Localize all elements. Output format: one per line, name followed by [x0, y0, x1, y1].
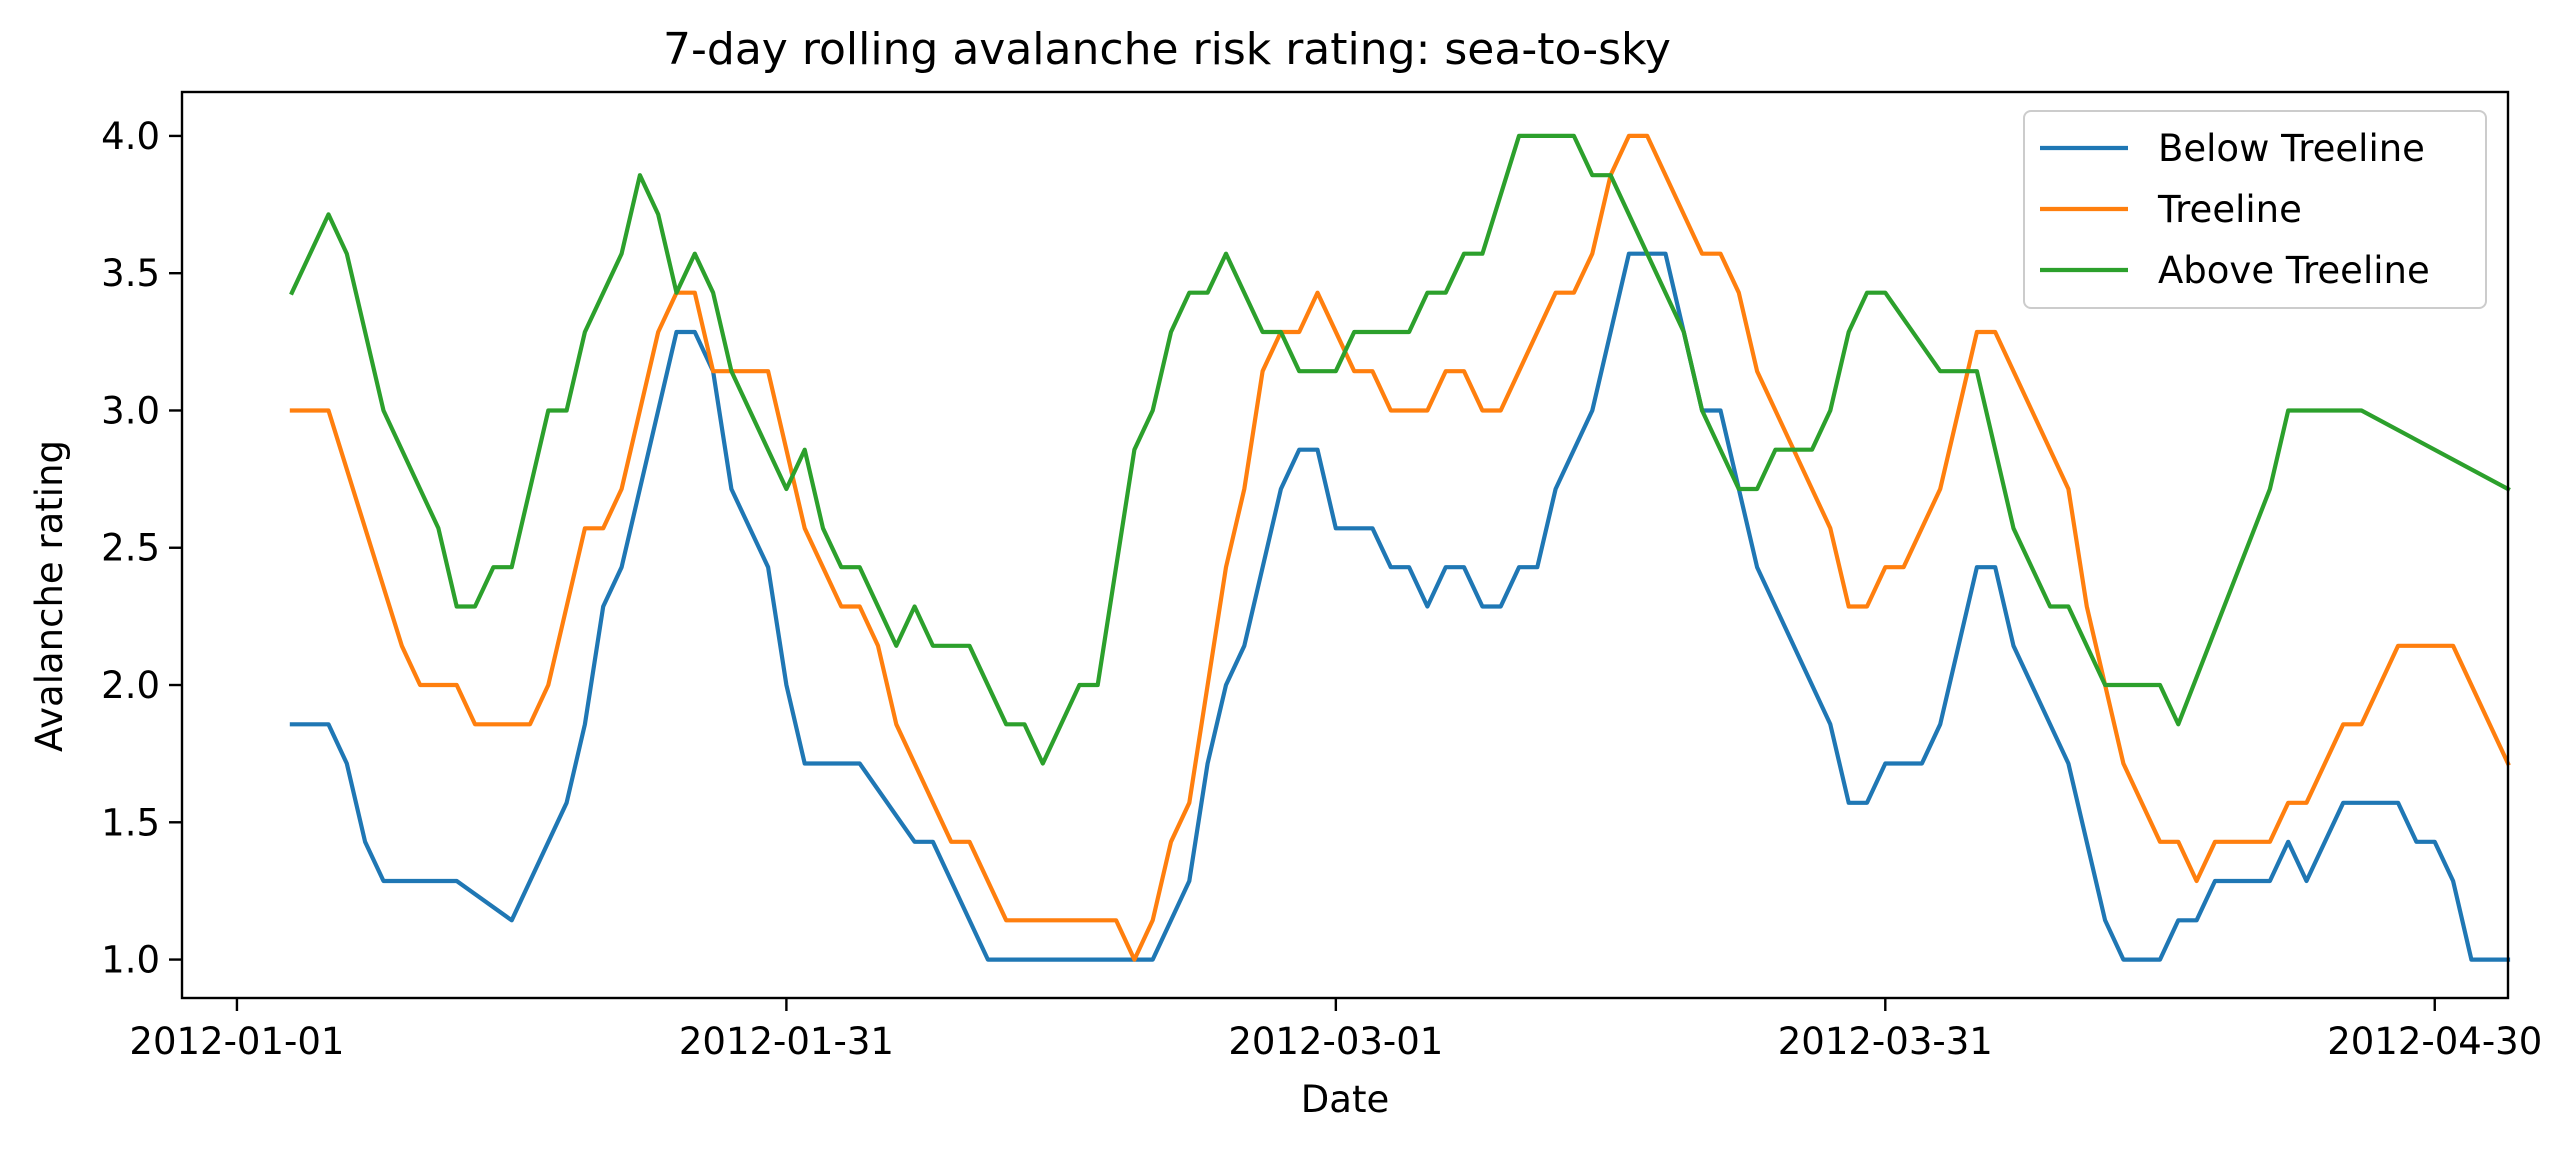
- y-tick-label: 1.5: [101, 801, 160, 844]
- x-tick-label: 2012-01-31: [679, 1020, 894, 1063]
- y-tick-label: 2.0: [101, 664, 160, 707]
- x-tick-label: 2012-03-01: [1228, 1020, 1443, 1063]
- legend-label-treeline: Treeline: [2157, 188, 2302, 231]
- x-tick-label: 2012-03-31: [1778, 1020, 1993, 1063]
- y-tick-label: 1.0: [101, 939, 160, 982]
- x-tick-label: 2012-04-30: [2327, 1020, 2542, 1063]
- legend-label-above-treeline: Above Treeline: [2158, 249, 2430, 292]
- legend-label-below-treeline: Below Treeline: [2158, 127, 2425, 170]
- y-tick-label: 2.5: [101, 527, 160, 570]
- series-lines: [289, 133, 2511, 962]
- x-tick-label: 2012-01-01: [129, 1020, 344, 1063]
- y-axis-ticks: 1.0 1.5 2.0 2.5 3.0 3.5 4.0: [101, 115, 182, 982]
- y-tick-label: 4.0: [101, 115, 160, 158]
- legend-box: [2023, 110, 2487, 309]
- x-axis-ticks: 2012-01-01 2012-01-31 2012-03-01 2012-03-31…: [129, 998, 2542, 1063]
- y-axis-label: Avalanche rating: [28, 440, 71, 752]
- series-line-above-treeline: [289, 133, 2511, 766]
- x-axis-label: Date: [1301, 1078, 1389, 1121]
- y-tick-label: 3.0: [101, 389, 160, 432]
- series-line-below-treeline: [289, 251, 2511, 962]
- y-tick-label: 3.5: [101, 252, 160, 295]
- legend: Below Treeline Treeline Above Treeline: [2023, 110, 2487, 309]
- chart-title: 7-day rolling avalanche risk rating: sea…: [663, 24, 1671, 75]
- plot-frame: [180, 90, 2510, 1000]
